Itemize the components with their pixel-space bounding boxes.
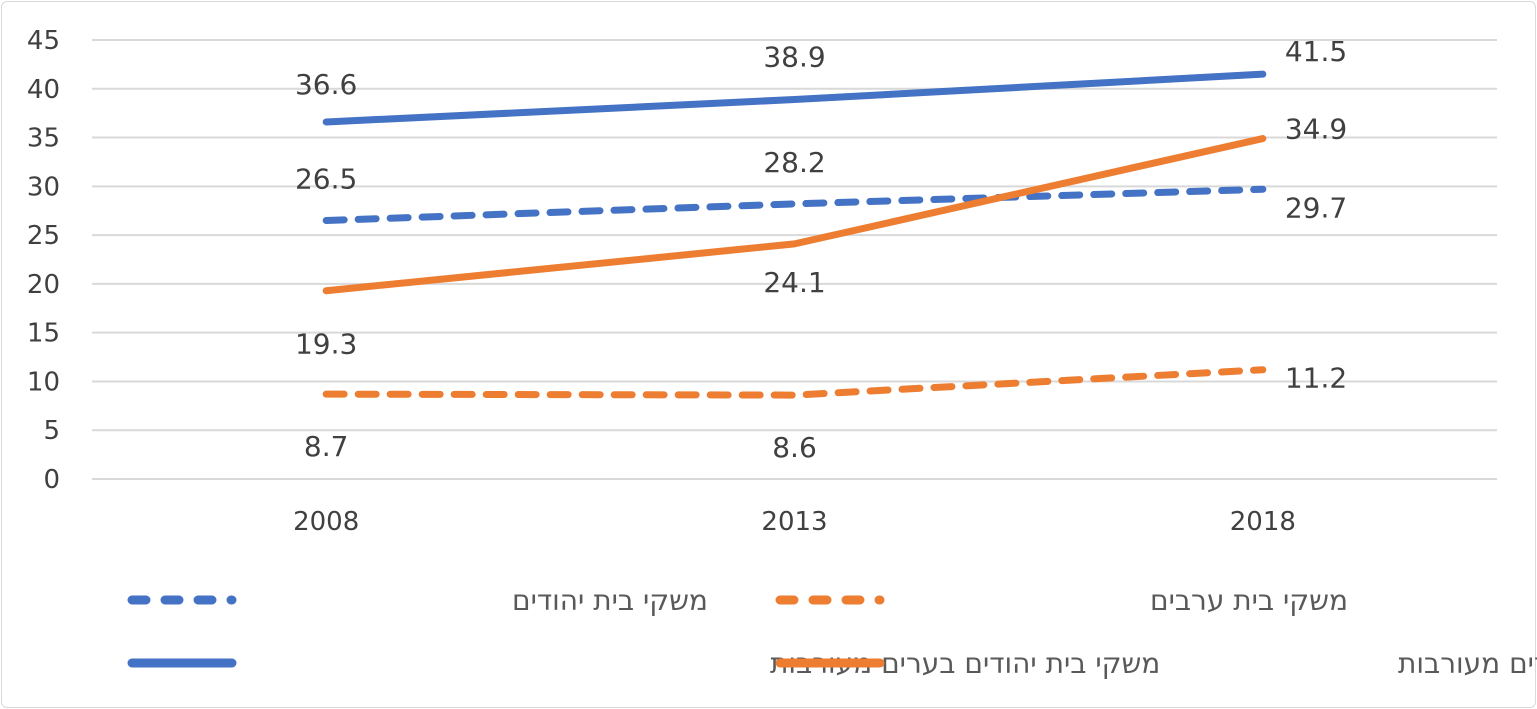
- y-tick-label: 5: [43, 416, 60, 446]
- x-tick-label: 2008: [293, 507, 359, 537]
- data-label: 19.3: [295, 328, 357, 361]
- data-label: 41.5: [1285, 35, 1347, 68]
- series-line: [322, 70, 1267, 126]
- x-tick-label: 2013: [761, 507, 827, 537]
- y-tick-label: 25: [27, 221, 60, 251]
- series-line: [322, 185, 1267, 224]
- legend-label: משקי בית ערבים: [1150, 584, 1348, 617]
- y-tick-label: 40: [27, 75, 60, 105]
- y-tick-label: 10: [27, 367, 60, 397]
- data-label: 8.6: [772, 431, 817, 464]
- y-tick-label: 15: [27, 319, 60, 349]
- y-tick-label: 45: [27, 26, 60, 56]
- data-label: 34.9: [1285, 113, 1347, 146]
- data-label: 36.6: [295, 68, 357, 101]
- y-tick-label: 0: [43, 465, 60, 495]
- data-label: 38.9: [763, 41, 825, 74]
- data-label: 8.7: [304, 430, 349, 463]
- data-label: 26.5: [295, 162, 357, 195]
- y-tick-label: 20: [27, 270, 60, 300]
- data-label: 29.7: [1285, 191, 1347, 224]
- data-label: 11.2: [1285, 362, 1347, 395]
- series-line: [322, 135, 1267, 295]
- x-tick-label: 2018: [1230, 507, 1296, 537]
- series-line: [322, 366, 1267, 399]
- legend-label: משקי בית יהודים: [512, 584, 708, 617]
- legend-label: משקי בית ערבים בערים מעורבות: [1398, 647, 1537, 680]
- y-tick-label: 35: [27, 124, 60, 154]
- data-label: 24.1: [763, 266, 825, 299]
- data-label: 28.2: [763, 146, 825, 179]
- y-tick-label: 30: [27, 172, 60, 202]
